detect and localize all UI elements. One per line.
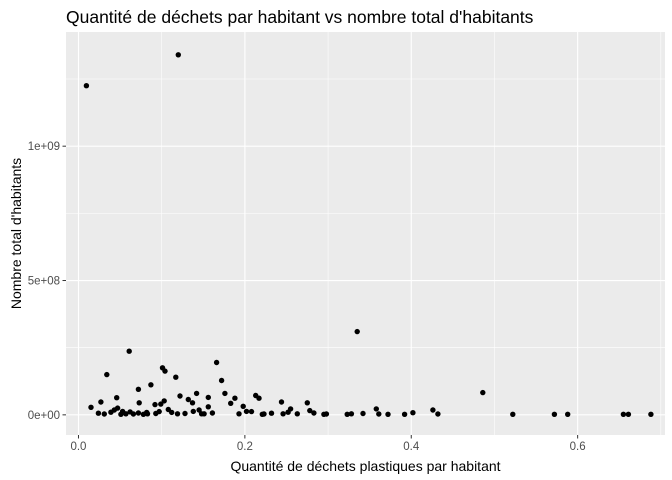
data-point	[232, 395, 238, 401]
data-point	[218, 377, 225, 384]
data-point	[148, 382, 154, 388]
data-point	[88, 404, 94, 410]
data-point	[126, 348, 132, 354]
data-point	[83, 83, 90, 89]
data-point	[135, 410, 142, 416]
data-point	[348, 411, 355, 417]
y-tick-label: 5e+08	[28, 276, 60, 288]
data-point	[196, 407, 202, 413]
data-point	[135, 386, 142, 392]
x-tick-label: 0.4	[403, 441, 420, 453]
data-point	[136, 400, 142, 406]
data-point	[268, 410, 275, 416]
data-point	[228, 400, 234, 406]
data-point	[201, 411, 207, 417]
data-point	[648, 411, 654, 417]
data-point	[161, 398, 167, 404]
data-point	[182, 410, 188, 417]
data-point	[189, 400, 196, 406]
data-point	[385, 411, 391, 417]
data-point	[240, 403, 246, 409]
data-point	[287, 406, 294, 412]
data-point	[213, 359, 220, 366]
data-point	[140, 411, 147, 417]
data-point	[280, 411, 286, 417]
data-point	[185, 396, 191, 403]
data-point	[190, 408, 196, 415]
data-point	[410, 410, 416, 416]
data-point	[165, 406, 171, 413]
data-point	[118, 411, 124, 417]
data-point	[95, 410, 102, 416]
data-point	[236, 411, 242, 417]
data-point	[259, 411, 265, 417]
data-point	[248, 408, 255, 415]
data-point	[98, 399, 104, 405]
data-point	[354, 328, 360, 335]
x-tick-label: 0.0	[70, 441, 86, 453]
y-tick-label: 1e+09	[28, 141, 60, 153]
data-point	[114, 395, 120, 401]
data-point	[108, 409, 114, 415]
data-point	[243, 408, 250, 415]
data-point	[360, 410, 366, 417]
data-point	[565, 411, 571, 417]
data-point	[152, 401, 158, 408]
data-point	[193, 390, 200, 397]
data-point	[158, 401, 164, 407]
data-point	[376, 411, 382, 417]
data-point	[401, 411, 408, 417]
data-point	[222, 390, 228, 397]
data-point	[304, 400, 310, 406]
data-point	[625, 411, 632, 417]
data-point	[278, 399, 285, 405]
data-point	[435, 411, 441, 417]
data-point	[256, 395, 262, 401]
data-point	[430, 407, 436, 413]
data-point	[294, 411, 300, 417]
data-point	[156, 408, 162, 415]
y-tick-label: 0e+00	[28, 410, 60, 422]
x-axis-title: Quantité de déchets plastiques par habit…	[230, 458, 500, 474]
data-point	[123, 411, 129, 417]
data-point	[480, 389, 486, 396]
data-point	[620, 411, 627, 417]
data-point	[205, 404, 211, 410]
data-point	[104, 371, 110, 378]
data-point	[344, 411, 350, 417]
data-point	[209, 410, 216, 416]
data-point	[144, 411, 151, 417]
data-point	[307, 407, 313, 414]
x-tick-label: 0.6	[570, 441, 586, 453]
data-point	[373, 406, 379, 412]
data-point	[551, 411, 558, 417]
data-point	[173, 374, 179, 380]
y-axis-title: Nombre total d'habitants	[8, 158, 24, 309]
data-point	[162, 368, 168, 374]
data-point	[130, 411, 137, 417]
x-tick-label: 0.2	[237, 441, 253, 453]
data-point	[510, 411, 516, 417]
chart-title: Quantité de déchets par habitant vs nomb…	[66, 7, 534, 27]
data-point	[311, 410, 317, 416]
data-point	[205, 394, 211, 401]
data-point	[101, 411, 108, 417]
data-point	[175, 52, 181, 58]
data-point	[177, 393, 183, 399]
plot-panel	[66, 32, 665, 435]
data-point	[321, 411, 327, 417]
data-point	[174, 411, 181, 417]
